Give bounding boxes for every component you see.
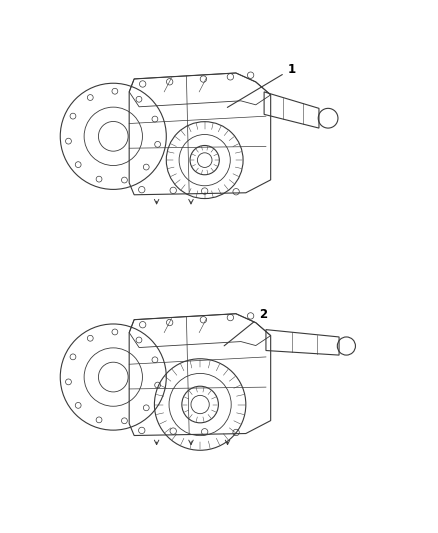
Text: 1: 1: [227, 62, 296, 108]
Text: 2: 2: [224, 308, 267, 346]
